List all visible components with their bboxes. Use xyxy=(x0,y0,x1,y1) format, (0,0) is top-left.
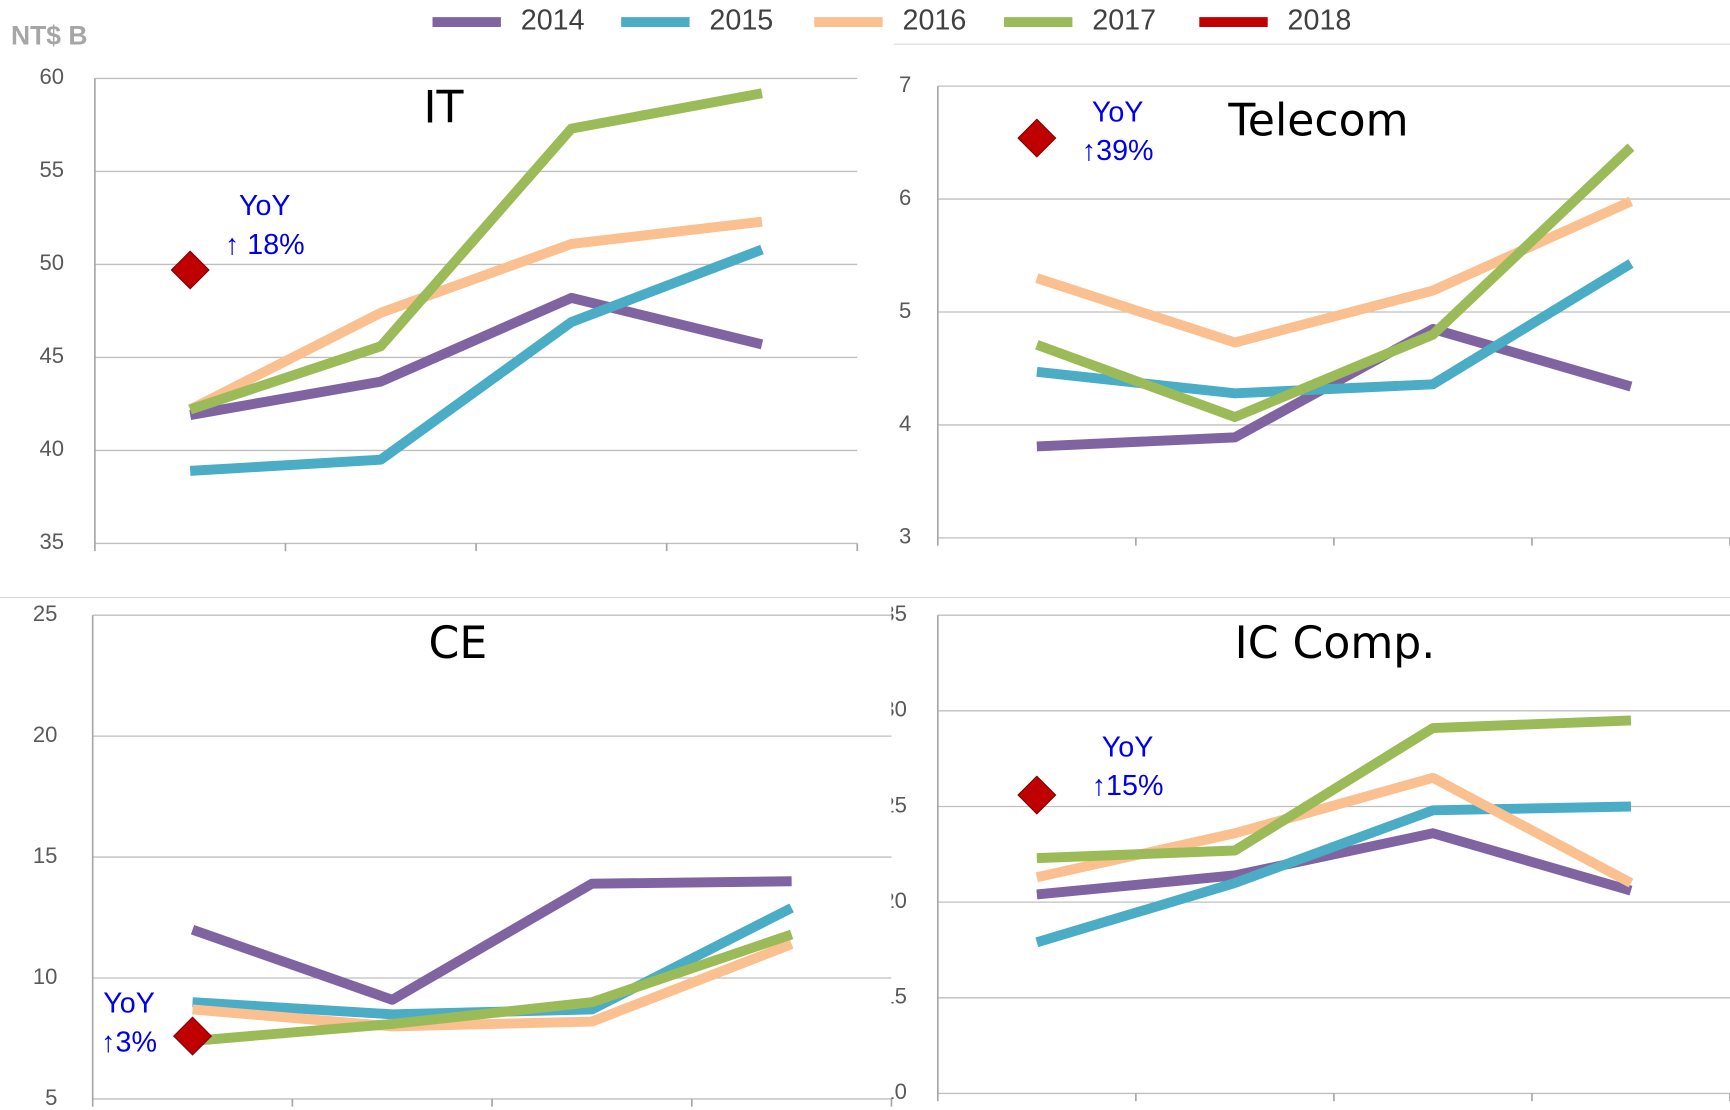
legend-label: 2018 xyxy=(1288,5,1352,37)
y-tick-label: 40 xyxy=(39,436,64,461)
panel: 10 15 20 25 30 35 xyxy=(882,601,907,1104)
legend-label: 2015 xyxy=(709,5,773,37)
chart-title: CE xyxy=(429,618,488,669)
y-tick-label: 20 xyxy=(882,888,907,913)
chart-title: IC Comp. xyxy=(1235,618,1436,669)
series-line xyxy=(1036,715,1632,864)
y-tick-label: 5 xyxy=(45,1085,57,1110)
series-line xyxy=(189,244,764,476)
y-axis-label: NT$ B xyxy=(11,21,87,51)
series-line xyxy=(188,88,763,415)
annotation: YoY xyxy=(239,190,291,222)
marker xyxy=(170,250,210,290)
y-tick-label: 35 xyxy=(882,601,907,626)
y-tick-label: 6 xyxy=(899,185,911,210)
y-tick-label: 20 xyxy=(33,722,58,747)
panel: 3 4 5 6 7 xyxy=(899,72,911,549)
series-line xyxy=(1036,828,1633,900)
y-tick-label: 3 xyxy=(899,524,911,549)
annotation: ↑3% xyxy=(101,1026,157,1058)
y-tick-label: 15 xyxy=(33,843,58,868)
series-line xyxy=(1035,143,1635,423)
legend-label: 2016 xyxy=(903,5,967,37)
y-tick-label: 25 xyxy=(882,792,907,817)
panel: 35 40 45 50 55 60 xyxy=(39,64,64,554)
y-tick-label: 30 xyxy=(882,697,907,722)
annotation: ↑39% xyxy=(1082,135,1154,167)
y-tick-label: 7 xyxy=(899,72,911,97)
annotation: ↑ 18% xyxy=(225,229,305,261)
series-line xyxy=(192,939,794,1032)
y-tick-label: 5 xyxy=(899,298,911,323)
series-line xyxy=(1036,323,1633,452)
series-line xyxy=(189,292,764,420)
marker xyxy=(172,1016,213,1056)
legend-label: 2014 xyxy=(521,5,585,37)
y-tick-label: 35 xyxy=(39,529,64,554)
y-tick-label: 10 xyxy=(33,964,58,989)
y-tick-label: 45 xyxy=(39,343,64,368)
y-tick-label: 60 xyxy=(39,64,64,89)
series-line xyxy=(1035,801,1632,948)
chart-title: Telecom xyxy=(1227,96,1408,147)
annotation: YoY xyxy=(1092,96,1144,128)
chart-title: IT xyxy=(424,82,465,133)
y-tick-label: 55 xyxy=(39,157,64,182)
y-tick-label: 25 xyxy=(33,601,58,626)
annotation: ↑15% xyxy=(1092,770,1164,802)
series-line xyxy=(187,216,763,414)
y-tick-label: 4 xyxy=(899,411,911,436)
y-tick-label: 50 xyxy=(39,250,64,275)
annotation: YoY xyxy=(103,988,155,1020)
series-line xyxy=(190,876,792,1005)
series-line xyxy=(192,929,794,1046)
marker xyxy=(1017,775,1057,815)
annotation: YoY xyxy=(1102,731,1154,763)
marker xyxy=(1017,118,1057,158)
y-tick-label: 15 xyxy=(882,984,907,1009)
legend-label: 2017 xyxy=(1092,5,1156,37)
panel: 5 10 15 20 25 xyxy=(33,601,58,1110)
y-tick-label: 10 xyxy=(882,1079,907,1104)
